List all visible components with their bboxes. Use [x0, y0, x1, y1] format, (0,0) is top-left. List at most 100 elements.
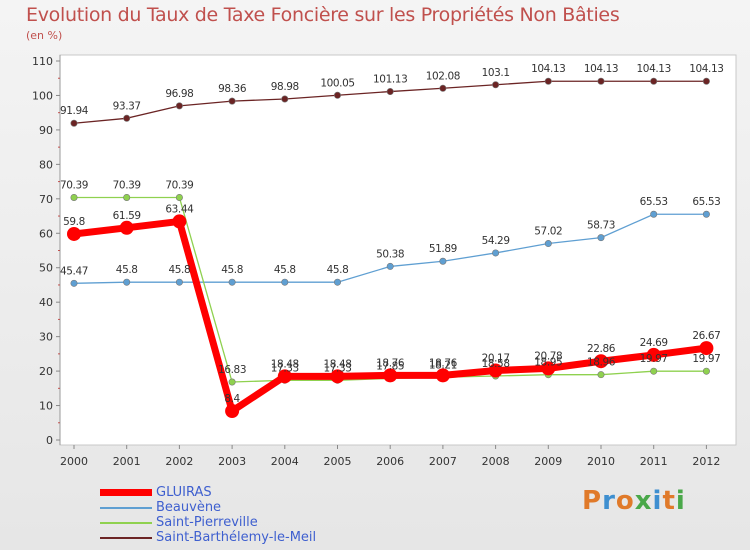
data-point-beauvene: [492, 249, 500, 257]
data-label-saint-pierreville: 19.97: [692, 353, 720, 365]
y-tick-label: 50: [39, 262, 53, 275]
y-tick-label: 70: [39, 193, 53, 206]
data-point-beauvene: [333, 278, 341, 286]
plot-area: [59, 54, 737, 446]
x-tick-label: 2001: [113, 455, 141, 468]
logo-letter: r: [602, 486, 616, 516]
data-label-saint-pierreville: 17.85: [376, 360, 404, 372]
legend: GLUIRAS Beauvène Saint-Pierreville Saint…: [100, 485, 360, 545]
data-point-saint-pierreville: [702, 367, 710, 375]
data-label-saint-pierreville: 19.97: [640, 353, 668, 365]
data-point-saint-pierreville: [70, 193, 78, 201]
x-tick-label: 2008: [482, 455, 510, 468]
data-label-saint-barthelemy-le-meil: 104.13: [637, 63, 671, 75]
data-point-gluiras: [435, 368, 450, 383]
data-label-gluiras: 18.48: [323, 358, 351, 370]
data-label-beauvene: 51.89: [429, 243, 457, 255]
chart-title: Evolution du Taux de Taxe Foncière sur l…: [26, 4, 620, 26]
data-point-gluiras: [646, 347, 661, 362]
data-point-beauvene: [123, 278, 131, 286]
data-point-saint-barthelemy-le-meil: [439, 84, 447, 92]
data-label-saint-barthelemy-le-meil: 98.36: [218, 83, 247, 95]
legend-swatch-gluiras: [100, 489, 152, 496]
data-point-saint-barthelemy-le-meil: [281, 95, 289, 103]
data-label-gluiras: 20.17: [482, 353, 510, 365]
data-point-gluiras: [488, 363, 503, 378]
data-label-saint-barthelemy-le-meil: 96.98: [165, 88, 193, 100]
y-tick-label: 20: [39, 365, 53, 378]
data-point-beauvene: [439, 257, 447, 265]
data-label-gluiras: 61.59: [113, 210, 141, 222]
data-point-saint-barthelemy-le-meil: [544, 77, 552, 85]
logo-letter: i: [652, 486, 663, 516]
data-point-beauvene: [650, 210, 658, 218]
data-label-beauvene: 45.8: [327, 264, 349, 276]
data-label-gluiras: 8.4: [224, 393, 240, 405]
x-tick-label: 2009: [534, 455, 562, 468]
data-point-beauvene: [228, 278, 236, 286]
data-point-gluiras: [594, 354, 608, 369]
data-point-saint-pierreville: [597, 371, 605, 379]
data-point-gluiras: [172, 214, 187, 229]
x-tick-label: 2010: [587, 455, 615, 468]
legend-item-gluiras: GLUIRAS: [100, 485, 360, 500]
data-point-saint-barthelemy-le-meil: [70, 119, 78, 127]
data-label-beauvene: 57.02: [534, 226, 562, 238]
x-tick-label: 2006: [376, 455, 404, 468]
data-label-saint-pierreville: 18.96: [587, 357, 616, 369]
data-label-saint-pierreville: 18.21: [429, 359, 457, 371]
data-point-gluiras: [330, 369, 345, 384]
data-point-beauvene: [175, 278, 183, 286]
data-point-saint-barthelemy-le-meil: [492, 81, 500, 89]
data-label-beauvene: 58.73: [587, 220, 615, 232]
data-label-saint-barthelemy-le-meil: 104.13: [689, 63, 723, 75]
data-point-saint-barthelemy-le-meil: [702, 77, 710, 85]
legend-item-saint-pierreville: Saint-Pierreville: [100, 515, 360, 530]
legend-label-saint-barthelemy: Saint-Barthélemy-le-Meil: [156, 530, 317, 545]
data-point-saint-pierreville: [123, 193, 131, 201]
legend-item-beauvene: Beauvène: [100, 500, 360, 515]
x-tick-label: 2002: [165, 455, 193, 468]
data-label-gluiras: 18.76: [376, 357, 405, 369]
data-label-saint-barthelemy-le-meil: 103.1: [482, 67, 510, 79]
data-label-saint-barthelemy-le-meil: 104.13: [584, 63, 618, 75]
logo-letter: o: [615, 486, 635, 516]
data-label-gluiras: 24.69: [640, 337, 668, 349]
y-axis-unit-label: (en %): [26, 29, 63, 42]
data-point-saint-barthelemy-le-meil: [386, 88, 394, 96]
y-tick-label: 60: [39, 227, 53, 240]
data-label-beauvene: 65.53: [640, 196, 668, 208]
data-point-gluiras: [225, 404, 240, 419]
data-label-saint-pierreville: 18.58: [482, 358, 510, 370]
data-point-gluiras: [383, 368, 398, 383]
y-tick-label: 0: [46, 434, 53, 447]
data-point-gluiras: [277, 369, 292, 384]
data-point-beauvene: [70, 279, 78, 287]
y-tick-label: 40: [39, 296, 53, 309]
data-label-saint-pierreville: 17.33: [323, 362, 351, 374]
data-label-beauvene: 45.8: [169, 264, 191, 276]
legend-label-beauvene: Beauvène: [156, 500, 222, 515]
data-label-beauvene: 45.47: [60, 265, 88, 277]
y-tick-label: 30: [39, 331, 53, 344]
data-point-beauvene: [281, 278, 289, 286]
data-label-gluiras: 59.8: [63, 216, 85, 228]
x-tick-label: 2011: [640, 455, 668, 468]
data-label-saint-pierreville: 70.39: [60, 179, 88, 191]
data-label-gluiras: 18.76: [429, 357, 458, 369]
data-label-gluiras: 18.48: [271, 358, 299, 370]
data-label-saint-barthelemy-le-meil: 101.13: [373, 74, 407, 86]
data-point-saint-barthelemy-le-meil: [228, 97, 236, 105]
logo-letter: P: [582, 486, 603, 516]
data-label-gluiras: 20.78: [534, 350, 562, 362]
x-tick-label: 2000: [60, 455, 88, 468]
data-label-gluiras: 22.86: [587, 343, 616, 355]
data-point-gluiras: [699, 341, 714, 356]
legend-swatch-saint-pierreville: [100, 522, 152, 524]
data-point-saint-barthelemy-le-meil: [175, 102, 183, 110]
data-label-saint-barthelemy-le-meil: 98.98: [271, 81, 299, 93]
x-tick-label: 2003: [218, 455, 246, 468]
data-label-beauvene: 45.8: [221, 264, 243, 276]
data-label-beauvene: 50.38: [376, 248, 404, 260]
